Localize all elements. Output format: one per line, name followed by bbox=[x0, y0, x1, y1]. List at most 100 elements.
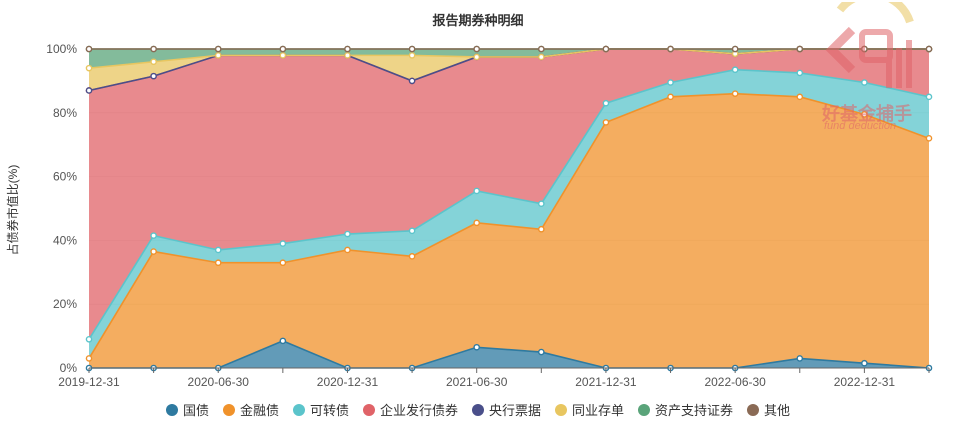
chart-legend: 国债 金融债 可转债 企业发行债券 央行票据 同业存单 资产支持证券 其他 bbox=[0, 400, 956, 419]
series-area-资产支持证券 bbox=[89, 49, 929, 69]
data-point bbox=[408, 52, 416, 59]
data-point bbox=[85, 335, 93, 343]
data-point bbox=[861, 79, 868, 86]
legend-label: 央行票据 bbox=[489, 403, 542, 418]
legend-marker-icon bbox=[472, 403, 484, 416]
watermark-subtext: fund deduction bbox=[824, 120, 897, 132]
legend-item[interactable]: 国债 bbox=[165, 400, 209, 419]
data-point bbox=[150, 248, 157, 255]
data-point bbox=[538, 45, 545, 53]
x-tick-label: 2022-12-31 bbox=[834, 375, 896, 389]
data-point bbox=[150, 232, 157, 239]
data-point bbox=[344, 52, 351, 59]
series-line-可转债 bbox=[88, 68, 930, 340]
data-point bbox=[667, 93, 674, 101]
data-point bbox=[214, 246, 222, 254]
legend-item[interactable]: 金融债 bbox=[222, 400, 279, 419]
data-point bbox=[473, 45, 480, 53]
data-point bbox=[473, 53, 480, 61]
series-area-金融债 bbox=[89, 93, 929, 368]
series-area-企业发行债券 bbox=[89, 49, 929, 340]
legend-item[interactable]: 其他 bbox=[747, 400, 790, 419]
data-point bbox=[796, 355, 804, 362]
data-point bbox=[667, 45, 674, 53]
data-point bbox=[731, 45, 739, 53]
data-point bbox=[731, 66, 739, 74]
legend-item[interactable]: 同业存单 bbox=[555, 400, 624, 419]
data-point bbox=[344, 230, 351, 238]
legend-item[interactable]: 企业发行债券 bbox=[362, 400, 458, 419]
data-point bbox=[796, 45, 804, 53]
data-point bbox=[214, 259, 222, 267]
data-point bbox=[150, 58, 157, 66]
series-lines bbox=[88, 48, 930, 369]
data-point bbox=[602, 45, 610, 53]
legend-marker-icon bbox=[638, 403, 651, 416]
x-tick-label: 2021-12-31 bbox=[575, 375, 637, 389]
axes: 0% 20% 40% 60% 80% 100% 2019-12-31 2020-06-30 20… bbox=[46, 42, 930, 389]
data-point bbox=[408, 253, 416, 260]
series-areas bbox=[89, 49, 929, 368]
data-point bbox=[85, 64, 93, 72]
legend-item[interactable]: 可转债 bbox=[292, 400, 349, 419]
data-point bbox=[602, 99, 610, 107]
watermark-text: 好基金捕手 bbox=[822, 104, 912, 124]
legend-marker-icon bbox=[555, 403, 568, 416]
x-tick-label: 2020-06-30 bbox=[188, 375, 250, 389]
data-point bbox=[473, 343, 480, 351]
legend-label: 同业存单 bbox=[572, 403, 625, 418]
data-point bbox=[344, 246, 351, 254]
data-point bbox=[150, 72, 157, 80]
data-point bbox=[538, 225, 545, 233]
legend-marker-icon bbox=[362, 403, 375, 416]
data-point bbox=[85, 355, 93, 362]
data-point bbox=[538, 348, 545, 356]
legend-label: 金融债 bbox=[239, 403, 279, 418]
data-point bbox=[279, 259, 287, 267]
x-tick-label: 2020-12-31 bbox=[317, 375, 379, 389]
data-point bbox=[279, 52, 287, 59]
data-point bbox=[408, 77, 416, 85]
data-point bbox=[861, 359, 868, 367]
legend-marker-icon bbox=[222, 403, 235, 416]
legend-label: 企业发行债券 bbox=[379, 403, 458, 418]
series-points bbox=[85, 45, 933, 372]
data-point bbox=[602, 119, 610, 126]
legend-label: 国债 bbox=[182, 403, 209, 418]
data-point bbox=[796, 69, 804, 77]
x-tick-label: 2021-06-30 bbox=[446, 375, 508, 389]
data-point bbox=[925, 93, 933, 101]
stacked-area-chart: 0% 20% 40% 60% 80% 100% 2019-12-31 2020-06-30 20… bbox=[5, 42, 933, 389]
data-point bbox=[150, 45, 157, 53]
x-tick-label: 2022-06-30 bbox=[704, 375, 766, 389]
legend-marker-icon bbox=[747, 403, 760, 416]
y-tick-label: 100% bbox=[46, 42, 77, 56]
data-point bbox=[473, 187, 480, 195]
data-point bbox=[214, 52, 222, 59]
legend-label: 资产支持证券 bbox=[655, 403, 734, 418]
y-tick-label: 60% bbox=[53, 170, 77, 184]
legend-item[interactable]: 资产支持证券 bbox=[638, 400, 733, 419]
series-area-可转债 bbox=[89, 69, 929, 359]
y-axis-label: 占债券市值比(%) bbox=[5, 165, 20, 256]
watermark-logo: 好基金捕手 fund deduction bbox=[812, 0, 928, 132]
series-line-国债 bbox=[89, 340, 930, 369]
x-tick-label: 2019-12-31 bbox=[58, 375, 120, 389]
y-tick-label: 80% bbox=[53, 106, 77, 120]
data-point bbox=[85, 45, 93, 53]
data-point bbox=[408, 227, 416, 235]
data-point bbox=[861, 111, 868, 118]
legend-marker-icon bbox=[292, 403, 305, 416]
data-point bbox=[731, 90, 739, 97]
legend-item[interactable]: 央行票据 bbox=[472, 400, 541, 419]
series-line-金融债 bbox=[88, 92, 930, 359]
data-point bbox=[925, 135, 933, 142]
data-point bbox=[408, 45, 416, 53]
data-point bbox=[796, 93, 804, 101]
data-point bbox=[473, 219, 480, 227]
y-tick-label: 0% bbox=[60, 361, 78, 375]
chart-title: 报告期券种明细 bbox=[432, 13, 524, 28]
legend-marker-icon bbox=[165, 403, 178, 416]
data-point bbox=[214, 45, 222, 53]
legend-label: 其他 bbox=[764, 403, 791, 418]
